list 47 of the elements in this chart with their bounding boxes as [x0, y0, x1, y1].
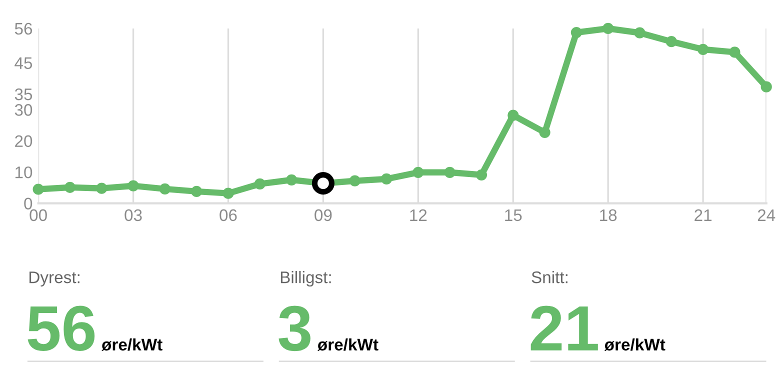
point	[159, 183, 170, 194]
point	[634, 27, 646, 38]
point	[508, 110, 519, 121]
x-tick-label: 24	[758, 209, 776, 221]
y-tick-label: 45	[14, 57, 32, 70]
point	[32, 184, 44, 195]
point	[349, 175, 360, 186]
point	[476, 169, 488, 180]
x-tick-label: 03	[124, 209, 142, 222]
text: øre/kWt	[317, 338, 378, 351]
point	[191, 186, 202, 197]
x-tick-label: 21	[694, 209, 712, 221]
point	[729, 46, 740, 58]
x-tick-label: 09	[314, 209, 332, 222]
point	[222, 188, 234, 199]
text: 21	[530, 306, 598, 350]
point	[254, 178, 266, 190]
x-tick-label: 18	[600, 209, 617, 222]
text: Billigst:	[280, 270, 331, 287]
y-tick-label: 35	[14, 88, 32, 100]
point	[286, 174, 298, 186]
point	[128, 180, 139, 192]
y-tick-label: 0	[24, 198, 32, 210]
y-tick-label: 56	[14, 22, 32, 35]
point	[539, 126, 550, 138]
x-tick-label: 12	[410, 209, 427, 221]
point	[697, 44, 709, 55]
point	[666, 36, 677, 48]
point	[412, 166, 424, 178]
point	[760, 81, 772, 92]
y-tick-label: 10	[15, 166, 32, 178]
text: 3	[278, 306, 310, 352]
point	[602, 22, 614, 34]
point	[64, 182, 76, 193]
point	[570, 26, 582, 38]
text: øre/kWt	[604, 338, 666, 351]
text: Snitt:	[532, 270, 568, 284]
x-tick-label: 06	[220, 209, 237, 222]
point	[380, 173, 392, 185]
y-tick-label: 30	[14, 104, 32, 116]
point	[96, 182, 108, 194]
text: øre/kWt	[102, 338, 162, 351]
x-tick-label: 00	[30, 209, 47, 222]
point	[444, 166, 456, 178]
x-tick-label: 15	[505, 209, 522, 222]
y-tick-label: 20	[15, 135, 32, 148]
text: Dyrest:	[30, 272, 80, 287]
